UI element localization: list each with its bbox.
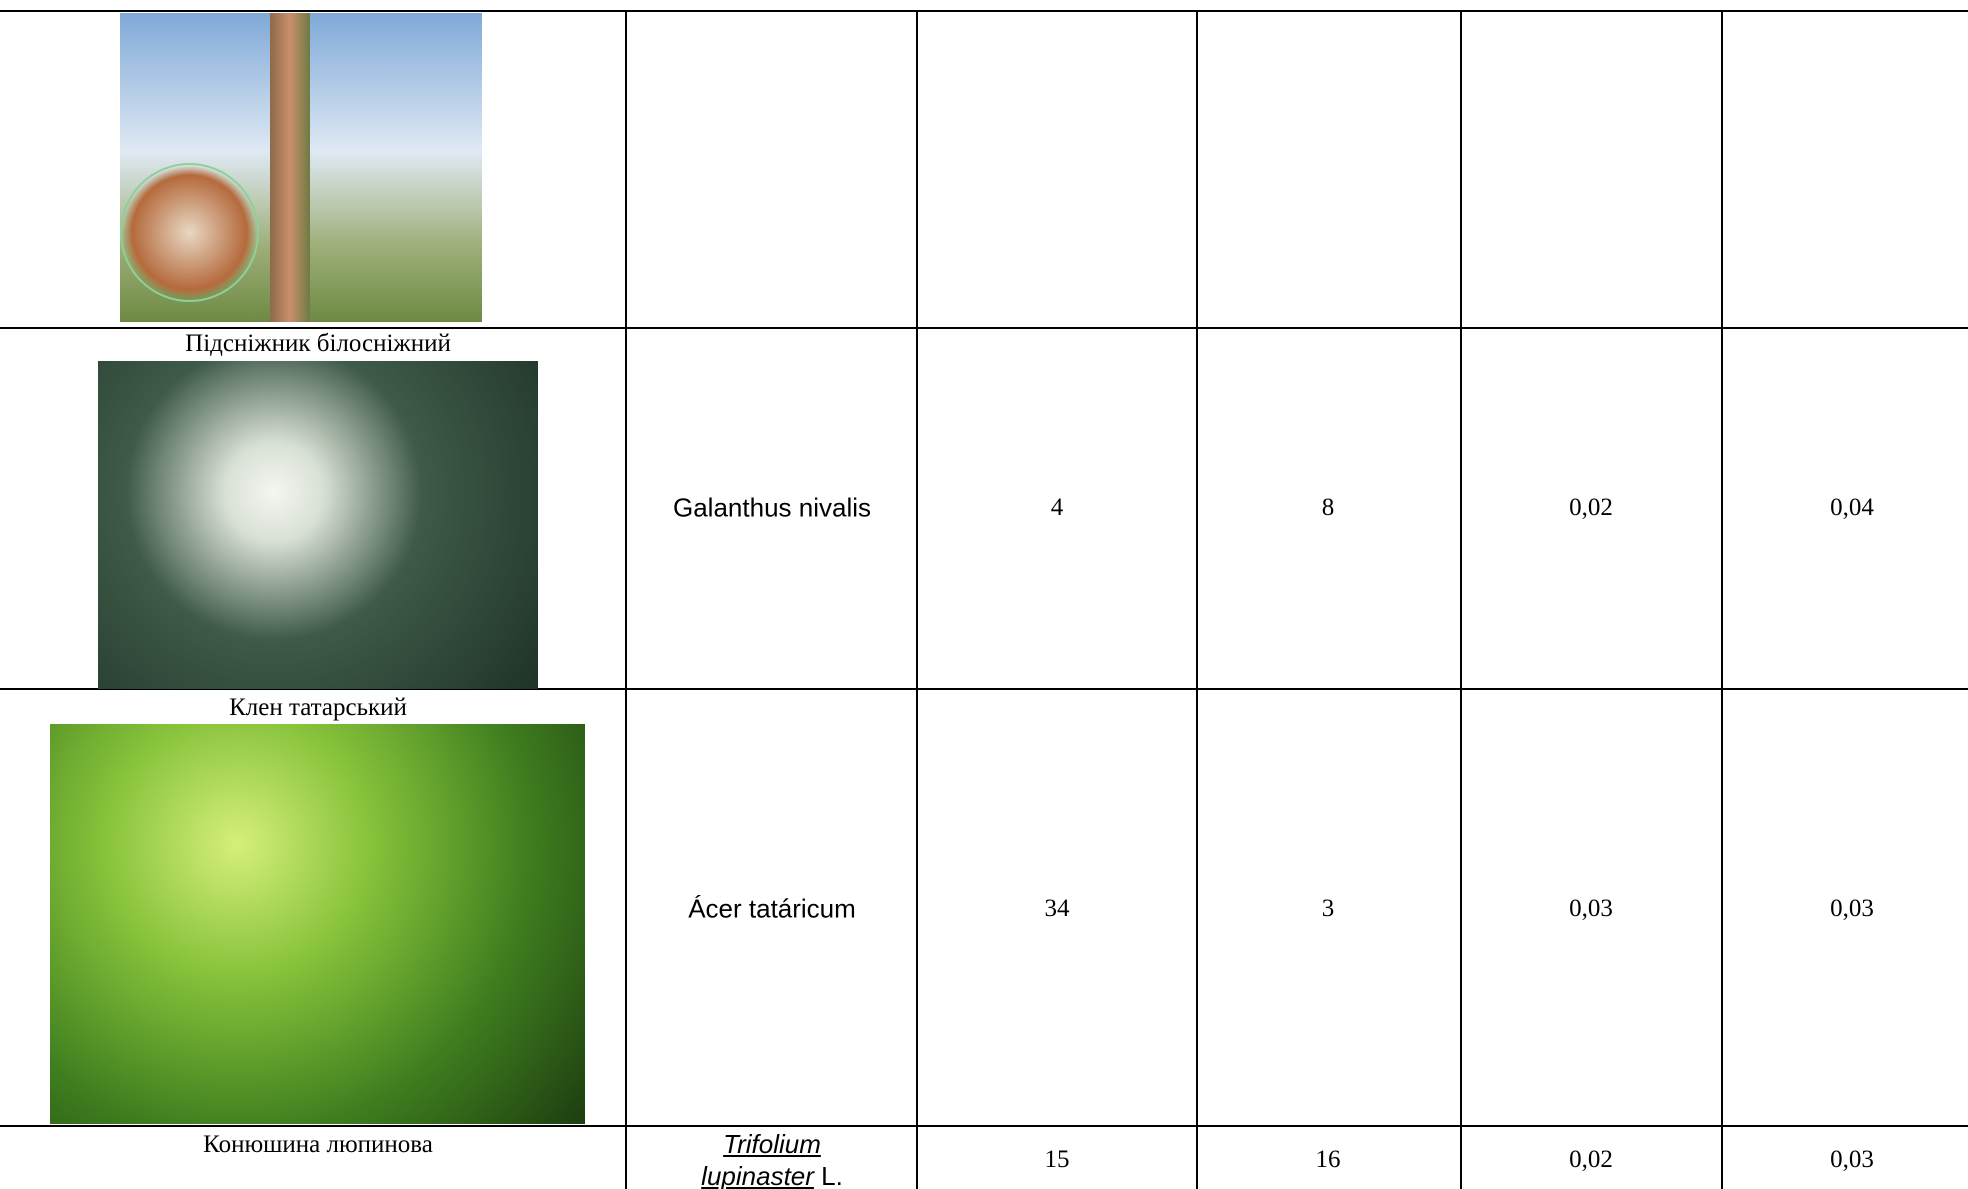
cell-value: 16 [1316,1146,1341,1174]
row-border [0,327,1968,329]
col-border [916,10,918,1189]
page: Підсніжник білосніжний Galanthus nivalis 4… [0,0,1968,1189]
orchid-photo [120,13,482,322]
latin-binomial: Trifolium lupinaster [701,1129,821,1189]
col-border [1721,10,1723,1189]
latin-name: Galanthus nivalis [673,493,871,524]
species-name: Підсніжник білосніжний [185,330,451,358]
cell-value: 15 [1045,1146,1070,1174]
cell-value: 0,03 [1830,1146,1874,1174]
row-border [0,10,1968,12]
latin-name: Trifolium lupinaster L. [682,1128,862,1189]
col-border [1460,10,1462,1189]
cell-value: 0,03 [1830,895,1874,923]
cell-value: 0,04 [1830,494,1874,522]
cell-value: 0,02 [1569,1146,1613,1174]
cell-value: 8 [1322,494,1335,522]
cell-value: 3 [1322,895,1335,923]
row-border [0,1125,1968,1127]
col-border [1196,10,1198,1189]
cell-value: 4 [1051,494,1064,522]
col-border [625,10,627,1189]
species-name: Клен татарський [229,694,407,722]
cell-value: 0,02 [1569,494,1613,522]
latin-author: L. [814,1161,843,1189]
cell-value: 34 [1045,895,1070,923]
maple-photo [50,724,585,1124]
species-name: Конюшина люпинова [203,1131,433,1159]
snowdrop-photo [98,361,538,689]
latin-name: Ácer tatáricum [688,894,856,925]
cell-value: 0,03 [1569,895,1613,923]
